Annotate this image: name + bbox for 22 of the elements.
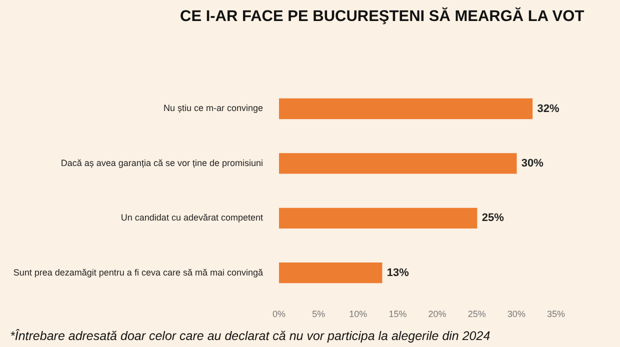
y-tick-label: Un candidat cu adevărat competent [120,212,264,223]
x-tick-label: 10% [349,309,368,320]
x-tick-label: 5% [312,309,326,320]
x-tick-label: 20% [428,309,446,320]
x-tick-label: 0% [272,309,286,320]
data-label: 32% [537,102,560,115]
x-tick-label: 30% [507,309,526,320]
x-tick-label: 25% [468,309,486,320]
bar [279,153,517,174]
y-tick-label: Nu știu ce m-ar convinge [163,103,263,114]
data-label: 13% [386,266,410,279]
data-label: 30% [521,157,544,170]
y-tick-label: Dacă aș avea garanția că se vor ține de promisiuni [60,158,263,168]
x-tick-label: 35% [546,309,566,320]
chart-title: CE I-AR FACE PE BUCUREŞTENI SĂ MEARGĂ LA VOT [180,8,584,26]
bar [279,98,533,120]
text: *Întrebare adresată doar celor care au declarat că nu vor participa la alegerile din 2024 [10,329,490,343]
y-tick-label: Sunt prea dezamăgit pentru a fi ceva care să mă mai convingă [13,267,263,278]
data-label: 25% [482,212,504,224]
bar [279,262,382,284]
bar [279,208,478,228]
x-tick-label: 15% [388,309,407,320]
